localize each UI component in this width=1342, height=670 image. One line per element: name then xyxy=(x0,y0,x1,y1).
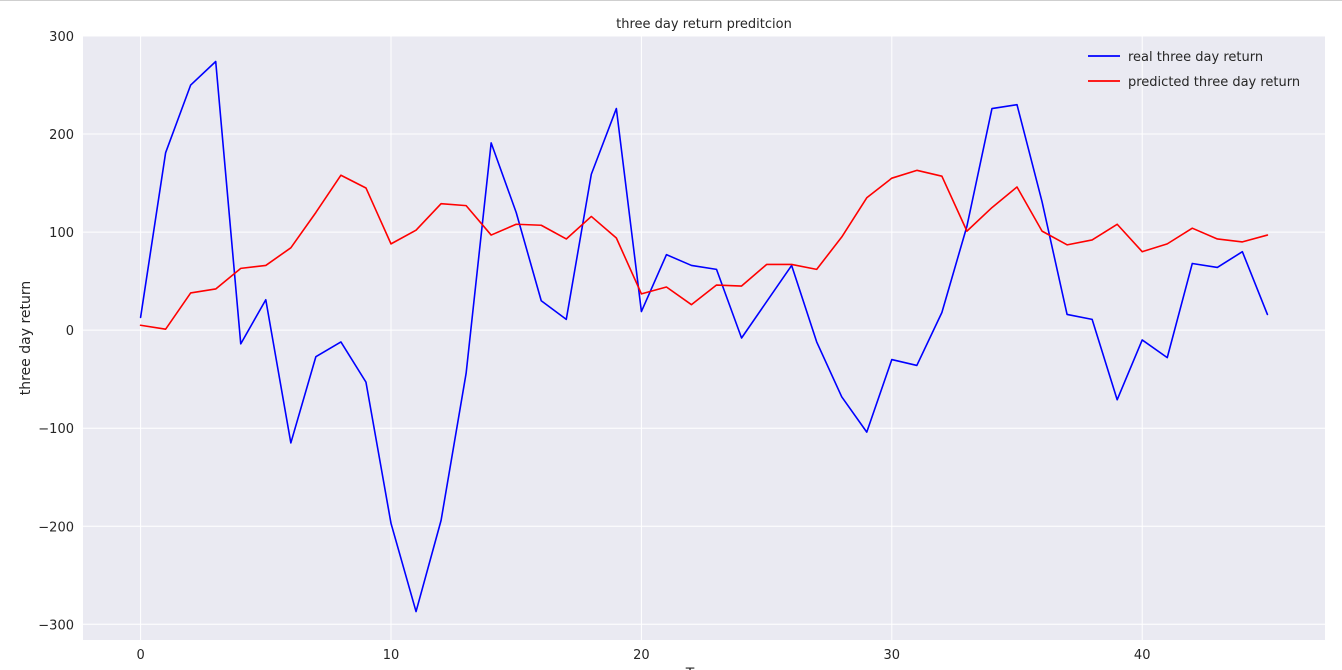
grid-lines xyxy=(83,35,1325,640)
y-axis-title: three day return xyxy=(18,281,34,396)
predicted-series-line xyxy=(139,169,1269,330)
plot-background xyxy=(83,36,1325,640)
y-tick-label: 0 xyxy=(66,324,74,339)
y-tick-label: −100 xyxy=(38,422,74,437)
x-axis-title: T xyxy=(685,666,695,670)
legend: real three day return predicted three da… xyxy=(1088,50,1300,90)
y-tick-label: −200 xyxy=(38,520,74,535)
top-border-line xyxy=(0,0,1342,1)
real-series-line xyxy=(139,60,1269,613)
y-tick-label: 300 xyxy=(49,30,74,45)
series-lines xyxy=(139,60,1269,613)
y-tick-label: 100 xyxy=(49,226,74,241)
y-tick-label: −300 xyxy=(38,618,74,633)
legend-label-predicted: predicted three day return xyxy=(1128,75,1300,90)
y-tick-label: 200 xyxy=(49,128,74,143)
x-tick-label: 40 xyxy=(1134,648,1151,663)
legend-label-real: real three day return xyxy=(1128,50,1263,65)
x-tick-label: 0 xyxy=(136,648,144,663)
chart-title: three day return preditcion xyxy=(616,17,792,32)
x-tick-label: 10 xyxy=(383,648,400,663)
x-tick-label: 20 xyxy=(633,648,650,663)
tick-labels: 0 10 20 30 40 −300 −200 −100 0 100 200 300 xyxy=(38,30,1150,663)
x-tick-label: 30 xyxy=(884,648,901,663)
